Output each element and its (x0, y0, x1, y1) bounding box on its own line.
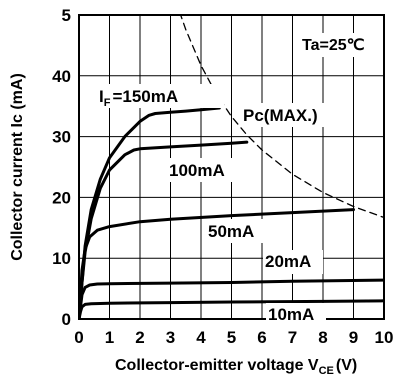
y-tick-label: 10 (52, 249, 71, 268)
x-tick-label: 10 (375, 328, 394, 347)
x-tick-label: 9 (349, 328, 358, 347)
x-tick-label: 4 (196, 328, 206, 347)
x-tick-label: 7 (288, 328, 297, 347)
if-label-sub: F (104, 97, 111, 109)
if-label-val: =150mA (112, 87, 178, 106)
y-tick-label: 30 (52, 128, 71, 147)
if-label: IF =150mA (99, 87, 178, 109)
series-curve-i-f-150ma (79, 106, 221, 319)
pc-label-box (240, 103, 332, 127)
pc-max-label: Pc(MAX.) (243, 106, 318, 125)
x-tick-labels: 0 1 2 3 4 5 6 7 8 9 10 (74, 328, 393, 347)
y-tick-labels: 0 10 20 30 40 5 (52, 6, 71, 329)
curves (79, 15, 384, 319)
x-axis-label-unit: (V) (336, 357, 357, 374)
y-tick-label: 20 (52, 188, 71, 207)
x-axis-label-main: Collector-emitter voltage V (115, 357, 319, 374)
y-tick-label: 0 (62, 310, 71, 329)
label-100ma: 100mA (169, 161, 225, 180)
label-100-box (166, 158, 234, 182)
ta-label: Ta=25℃ (302, 37, 365, 54)
label-20ma: 20mA (265, 252, 311, 271)
label-10-box (266, 303, 326, 325)
if-label-i: I (99, 87, 104, 106)
series-curve-50ma (79, 208, 355, 319)
x-tick-label: 5 (227, 328, 236, 347)
x-tick-label: 8 (318, 328, 327, 347)
x-axis-label-sub: CE (319, 365, 334, 377)
y-tick-label: 5 (62, 6, 71, 25)
ta-label-box (298, 33, 382, 57)
x-tick-label: 6 (257, 328, 266, 347)
x-tick-label: 3 (166, 328, 175, 347)
label-10ma: 10mA (268, 305, 314, 324)
x-tick-label: 2 (135, 328, 144, 347)
label-50-box (205, 219, 263, 243)
label-50ma: 50mA (208, 222, 254, 241)
y-axis-label: Collector current Ic (mA) (9, 73, 26, 261)
label-20-box (263, 250, 323, 274)
x-tick-label: 0 (74, 328, 83, 347)
y-tick-label: 40 (52, 67, 71, 86)
series-curve-20ma (79, 278, 384, 319)
x-tick-label: 1 (105, 328, 114, 347)
plot-frame (78, 14, 385, 320)
x-axis-label: Collector-emitter voltage VCE (V) (115, 357, 357, 377)
series-curve-10ma (79, 299, 384, 319)
if-label-box (98, 84, 224, 108)
